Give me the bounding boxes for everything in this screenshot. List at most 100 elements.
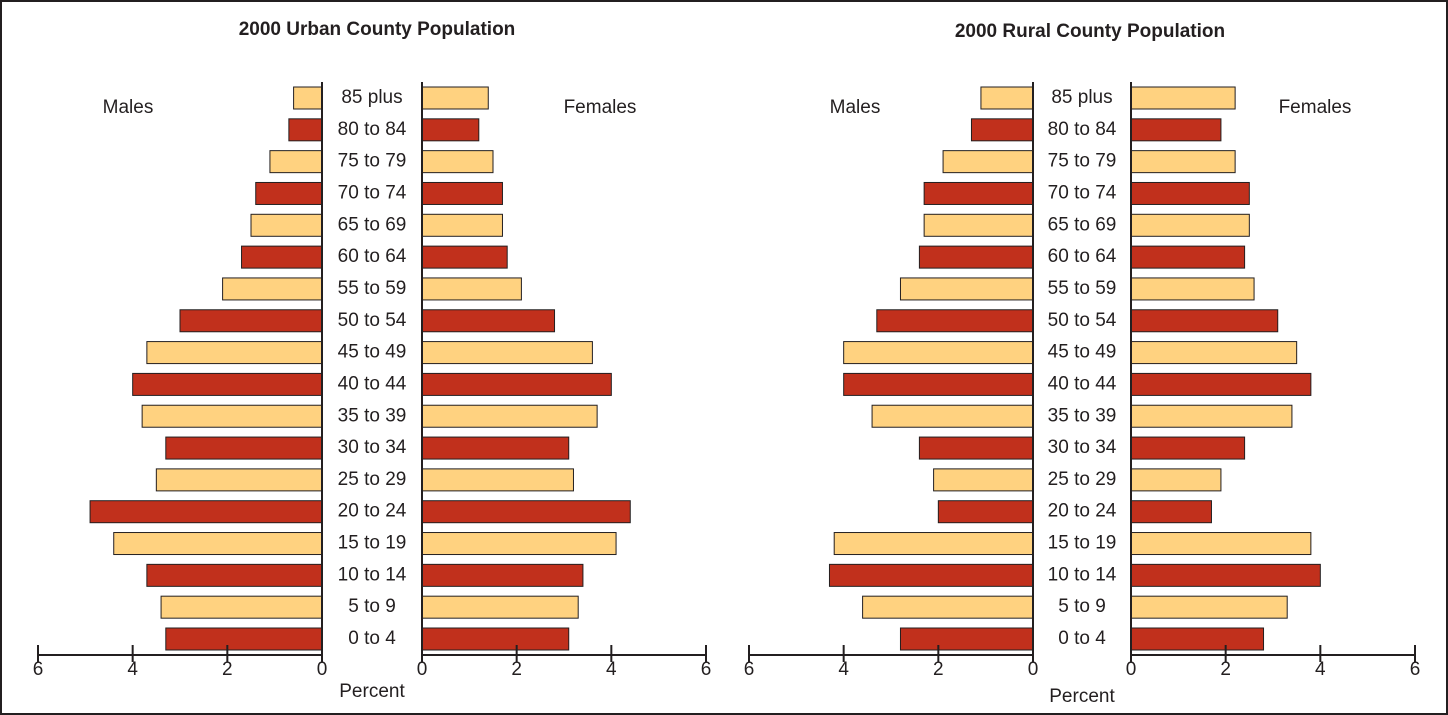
- bar: [923, 181, 1034, 205]
- category-label: 60 to 64: [338, 246, 407, 267]
- bar: [876, 309, 1034, 333]
- bar: [421, 404, 598, 428]
- bar: [141, 404, 323, 428]
- bar: [1130, 404, 1293, 428]
- bar: [1130, 436, 1246, 460]
- bar: [899, 627, 1034, 651]
- category-label: 65 to 69: [338, 214, 407, 235]
- x-tick-label: 0: [1028, 659, 1039, 680]
- x-tick-label: 6: [744, 659, 755, 680]
- bar: [421, 436, 570, 460]
- x-tick-label: 4: [127, 659, 138, 680]
- bar: [980, 86, 1034, 110]
- x-tick-label: 6: [701, 659, 712, 680]
- category-label: 70 to 74: [338, 182, 407, 203]
- legend-label: Females: [1279, 97, 1352, 118]
- x-tick-label: 6: [1410, 659, 1421, 680]
- category-label: 55 to 59: [338, 278, 407, 299]
- category-label: 65 to 69: [1048, 214, 1117, 235]
- bar: [1130, 277, 1255, 301]
- category-label: 10 to 14: [1048, 564, 1117, 585]
- bar: [421, 86, 489, 110]
- chart-title: 2000 Urban County Population: [239, 19, 516, 40]
- category-label: 85 plus: [341, 87, 402, 108]
- bar: [1130, 468, 1222, 492]
- bar: [1130, 595, 1288, 619]
- category-label: 25 to 29: [338, 469, 407, 490]
- x-tick-label: 2: [1220, 659, 1231, 680]
- bar: [1130, 532, 1312, 556]
- category-label: 75 to 79: [1048, 151, 1117, 172]
- x-tick-label: 2: [222, 659, 233, 680]
- bar: [269, 150, 323, 174]
- bar: [942, 150, 1034, 174]
- category-label: 40 to 44: [338, 373, 407, 394]
- category-label: 20 to 24: [1048, 501, 1117, 522]
- bar: [293, 86, 323, 110]
- legend-label: Males: [103, 97, 154, 118]
- bar: [421, 181, 503, 205]
- bar: [1130, 245, 1246, 269]
- bar: [871, 404, 1034, 428]
- bar: [1130, 372, 1312, 396]
- x-tick-label: 4: [838, 659, 849, 680]
- category-label: 5 to 9: [348, 596, 396, 617]
- category-label: 85 plus: [1051, 87, 1112, 108]
- bar: [923, 213, 1034, 237]
- x-axis-label: Percent: [339, 681, 405, 702]
- bar: [937, 500, 1034, 524]
- bar: [1130, 181, 1250, 205]
- bar: [918, 245, 1034, 269]
- bar: [222, 277, 323, 301]
- bar: [899, 277, 1034, 301]
- bar: [421, 372, 612, 396]
- bar: [862, 595, 1034, 619]
- bar: [1130, 309, 1279, 333]
- x-tick-label: 2: [511, 659, 522, 680]
- x-tick-label: 4: [1315, 659, 1326, 680]
- category-label: 45 to 49: [338, 342, 407, 363]
- x-tick-label: 0: [317, 659, 328, 680]
- bar: [843, 341, 1034, 365]
- bar: [421, 500, 631, 524]
- bar: [421, 468, 574, 492]
- bar: [146, 563, 323, 587]
- bar: [165, 436, 323, 460]
- x-tick-label: 0: [1126, 659, 1137, 680]
- category-label: 80 to 84: [1048, 119, 1117, 140]
- category-label: 80 to 84: [338, 119, 407, 140]
- category-label: 50 to 54: [338, 310, 407, 331]
- category-label: 15 to 19: [1048, 533, 1117, 554]
- category-label: 0 to 4: [1058, 628, 1106, 649]
- category-label: 45 to 49: [1048, 342, 1117, 363]
- bar: [1130, 341, 1298, 365]
- category-label: 35 to 39: [338, 405, 407, 426]
- bar: [933, 468, 1034, 492]
- bar: [421, 532, 617, 556]
- chart-title: 2000 Rural County Population: [955, 21, 1225, 42]
- bar: [1130, 563, 1321, 587]
- category-label: 20 to 24: [338, 501, 407, 522]
- legend-label: Females: [564, 97, 637, 118]
- category-label: 15 to 19: [338, 533, 407, 554]
- bar: [421, 341, 593, 365]
- category-label: 10 to 14: [338, 564, 407, 585]
- bar: [421, 277, 522, 301]
- bar: [421, 563, 584, 587]
- bar: [165, 627, 323, 651]
- category-label: 0 to 4: [348, 628, 396, 649]
- bar: [241, 245, 323, 269]
- x-tick-label: 6: [33, 659, 44, 680]
- x-tick-label: 2: [933, 659, 944, 680]
- bar: [179, 309, 323, 333]
- x-tick-label: 4: [606, 659, 617, 680]
- category-label: 30 to 34: [338, 437, 407, 458]
- bar: [288, 118, 323, 142]
- bar: [828, 563, 1034, 587]
- bar: [1130, 86, 1236, 110]
- bar: [918, 436, 1034, 460]
- bar: [1130, 150, 1236, 174]
- category-label: 55 to 59: [1048, 278, 1117, 299]
